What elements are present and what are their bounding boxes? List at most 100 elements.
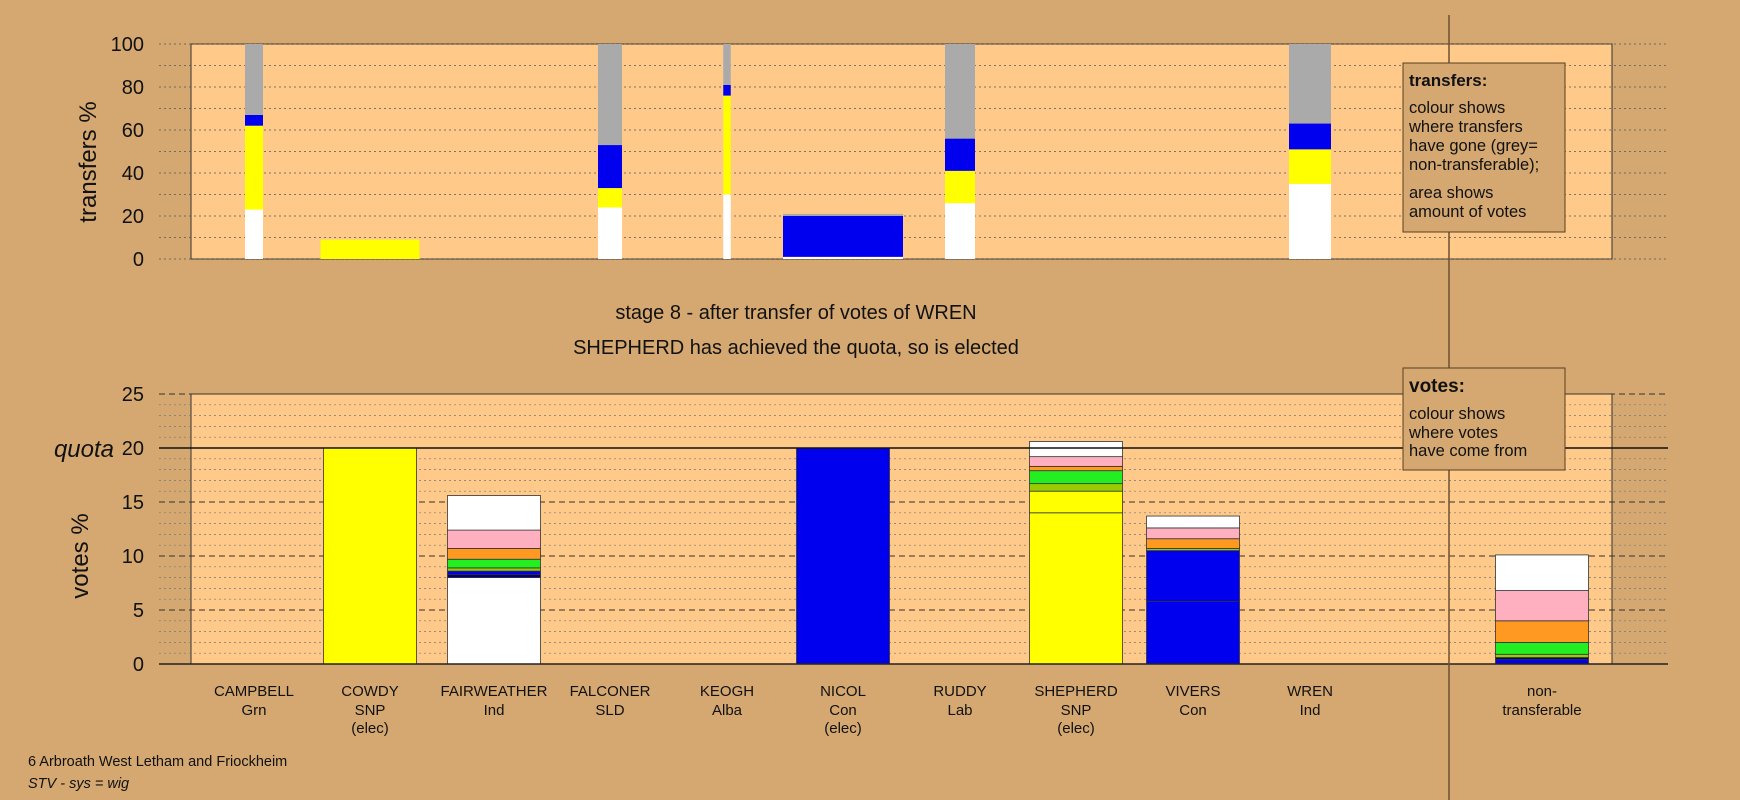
transfers-legend-title: transfers: [1409,71,1487,90]
candidate-status: (elec) [824,720,862,737]
candidate-name: non- [1527,683,1557,700]
transfer-segment [598,188,622,208]
transfers-y-tick: 60 [122,120,144,142]
transfer-segment [783,213,903,216]
transfer-segment [245,209,263,259]
candidate-labels: CAMPBELLGrnCOWDYSNP(elec)FAIRWEATHERIndF… [214,683,1582,737]
vote-segment [323,447,417,665]
transfers-y-tick: 100 [111,34,144,56]
vote-segment [1146,538,1240,549]
transfer-segment [598,207,622,259]
vote-segment [1495,653,1589,658]
stage-subtitle: SHEPHERD has achieved the quota, so is e… [573,337,1019,359]
transfer-segment [945,170,975,204]
quota-label: quota [54,436,114,463]
vote-segment [447,558,541,569]
transfers-y-ticks: 0 20 40 60 80 100 [111,34,144,271]
transfers-chart: 0 20 40 60 80 100 transfers % [75,34,1668,271]
votes-y-tick: 0 [133,654,144,676]
votes-y-tick: 25 [122,384,144,406]
transfer-segment [1289,44,1331,124]
vote-segment [1495,554,1589,591]
votes-y-tick: 10 [122,546,144,568]
candidate-name: FALCONER [570,683,651,700]
candidate-party: Alba [712,702,743,719]
candidate-party: Ind [1300,702,1321,719]
candidate-name: CAMPBELL [214,683,294,700]
vote-segment [1146,515,1240,529]
vote-segment [1146,550,1240,602]
transfer-segment [320,239,420,259]
transfers-legend-line: have gone (grey= [1409,137,1538,155]
transfer-segment [723,44,731,85]
vote-segment [447,529,541,549]
transfer-segment [723,95,731,195]
votes-chart: 0 5 10 15 25 20 votes % quota [54,384,1668,676]
candidate-party: transferable [1502,702,1581,719]
vote-segment [1029,441,1123,458]
transfer-segment [723,194,731,259]
vote-segment [1029,483,1123,492]
candidate-party: Con [829,702,857,719]
transfer-segment [945,203,975,259]
votes-y-tick: 20 [122,438,144,460]
stage-title: stage 8 - after transfer of votes of WRE… [615,302,976,324]
votes-y-label: votes % [67,513,94,598]
candidate-name: KEOGH [700,683,754,700]
transfers-y-tick: 0 [133,249,144,271]
candidate-name: NICOL [820,683,866,700]
candidate-name: COWDY [341,683,399,700]
transfer-segment [245,114,263,126]
transfer-segment [945,44,975,139]
transfer-segment [1289,183,1331,259]
voting-system: STV - sys = wig [28,776,129,792]
transfer-segment [1289,123,1331,150]
vote-segment [447,570,541,575]
transfers-legend-line: amount of votes [1409,203,1526,221]
votes-y-tick: 5 [133,600,144,622]
votes-legend-title: votes: [1409,376,1465,397]
vote-segment [796,447,890,665]
transfer-segment [783,216,903,257]
vote-segment [1146,600,1240,665]
transfer-segment [945,138,975,171]
votes-legend-line: colour shows [1409,405,1505,423]
votes-legend-line: have come from [1409,442,1527,460]
transfer-segment [783,256,903,259]
candidate-party: SNP [1061,702,1092,719]
candidate-status: (elec) [1057,720,1095,737]
transfers-legend-line: non-transferable); [1409,156,1539,174]
candidate-name: RUDDY [933,683,986,700]
candidate-name: VIVERS [1165,683,1220,700]
candidate-party: SNP [355,702,386,719]
votes-legend-box [1402,367,1566,471]
transfers-y-tick: 40 [122,163,144,185]
vote-segment [1495,620,1589,643]
vote-segment [1495,642,1589,655]
votes-legend: votes: colour shows where votes have com… [1402,367,1566,471]
transfers-y-tick: 80 [122,77,144,99]
vote-segment [1029,470,1123,485]
transfers-legend-box [1402,62,1566,233]
transfers-legend-line: area shows [1409,184,1493,202]
vote-segment [1495,590,1589,622]
candidate-party: Grn [241,702,266,719]
vote-segment [1029,490,1123,514]
votes-bars [159,441,1668,665]
vote-segment [1029,456,1123,467]
vote-segment [447,567,541,572]
transfers-bars [245,44,1331,259]
transfer-segment [723,84,731,96]
candidate-name: SHEPHERD [1034,683,1118,700]
vote-segment [447,495,541,531]
vote-segment [1029,465,1123,472]
transfer-segment [598,145,622,189]
candidate-party: SLD [595,702,624,719]
votes-y-ticks: 0 5 10 15 25 20 [122,384,144,676]
transfers-legend: transfers: colour shows where transfers … [1402,62,1566,233]
vote-segment [447,573,541,578]
candidate-name: WREN [1287,683,1333,700]
transfers-y-label: transfers % [75,101,102,222]
votes-y-tick: 15 [122,492,144,514]
